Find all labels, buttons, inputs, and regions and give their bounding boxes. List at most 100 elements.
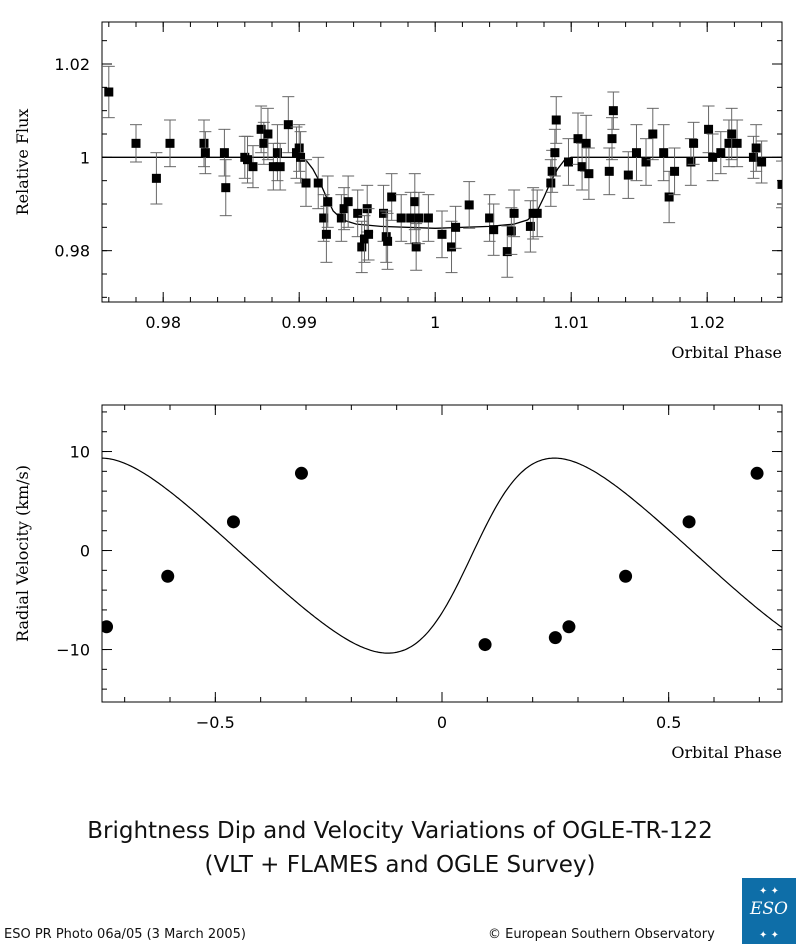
velocity-marker xyxy=(619,569,633,583)
plot-frame xyxy=(101,404,783,703)
flux-marker xyxy=(546,178,556,188)
flux-marker xyxy=(489,225,499,235)
flux-point xyxy=(261,107,274,161)
svg-text:ESO: ESO xyxy=(749,899,788,919)
flux-point xyxy=(422,194,435,242)
velocity-marker xyxy=(161,569,175,583)
flux-point xyxy=(219,159,232,217)
flux-point xyxy=(198,119,210,168)
velocity-marker xyxy=(478,638,492,652)
flux-point xyxy=(102,65,115,119)
flux-point xyxy=(657,124,670,182)
flux-point xyxy=(449,205,462,249)
flux-marker xyxy=(339,204,349,214)
flux-point xyxy=(282,96,295,154)
flux-point xyxy=(380,210,393,263)
flux-marker xyxy=(451,222,461,232)
flux-point xyxy=(508,189,521,238)
flux-point xyxy=(321,175,334,228)
flux-marker xyxy=(414,213,424,223)
flux-marker xyxy=(283,120,293,130)
flux-marker xyxy=(659,148,669,158)
flux-marker xyxy=(248,162,258,172)
y-tick-label: 0.98 xyxy=(54,242,90,261)
flux-point xyxy=(241,135,254,184)
flux-marker xyxy=(406,213,416,223)
flux-point xyxy=(562,138,575,186)
flux-marker xyxy=(343,197,353,207)
velocity-marker xyxy=(750,466,764,480)
flux-marker xyxy=(584,169,594,179)
flux-point xyxy=(725,107,738,161)
flux-marker xyxy=(437,229,447,239)
flux-marker xyxy=(165,138,175,148)
flux-marker xyxy=(532,208,542,218)
flux-marker xyxy=(275,162,285,172)
flux-point xyxy=(362,208,375,261)
flux-marker xyxy=(506,226,516,236)
flux-point xyxy=(548,128,561,177)
flux-point xyxy=(524,200,537,253)
flux-marker xyxy=(551,115,561,125)
flux-marker xyxy=(550,148,560,158)
flux-point xyxy=(531,189,544,238)
flux-point xyxy=(246,145,259,189)
x-tick-label: 0.98 xyxy=(145,313,181,332)
flux-point xyxy=(776,160,782,209)
x-axis-label: Orbital Phase xyxy=(671,343,782,362)
flux-chart: 0.98 0.99 1 1.01 1.02 0.98 1 1.02 Orbital Phase R… xyxy=(13,21,783,362)
flux-point xyxy=(312,156,325,210)
flux-marker xyxy=(410,197,420,207)
y-axis-label: Radial Velocity (km/s) xyxy=(13,465,32,642)
flux-marker xyxy=(387,192,397,202)
x-tick-label: 1.02 xyxy=(689,313,725,332)
flux-point xyxy=(630,124,643,182)
flux-marker xyxy=(336,213,346,223)
x-tick-label: 1.01 xyxy=(553,313,589,332)
flux-marker xyxy=(259,138,269,148)
x-tick-label: 1 xyxy=(430,313,440,332)
x-tick-label: 0 xyxy=(437,713,447,732)
flux-marker xyxy=(423,213,433,223)
flux-marker xyxy=(411,242,421,252)
svg-text:✦ ✦: ✦ ✦ xyxy=(759,886,779,897)
flux-marker xyxy=(604,166,614,176)
flux-marker xyxy=(631,148,641,158)
y-tick-label: 10 xyxy=(70,443,90,462)
flux-marker xyxy=(547,166,557,176)
velocity-marker xyxy=(294,466,308,480)
orbit-model-curve xyxy=(102,457,782,654)
velocity-marker xyxy=(548,631,562,645)
flux-marker xyxy=(748,152,758,162)
figure-caption-line-1: Brightness Dip and Velocity Variations o… xyxy=(87,818,713,844)
eso-logo: ESO ✦ ✦ ✦ ✦ xyxy=(742,878,796,944)
flux-marker xyxy=(296,152,306,162)
flux-marker xyxy=(757,157,767,167)
flux-marker xyxy=(381,232,391,242)
flux-marker xyxy=(256,124,266,134)
flux-point xyxy=(663,170,676,224)
svg-text:✦ ✦: ✦ ✦ xyxy=(759,930,779,941)
flux-marker xyxy=(104,87,114,97)
flux-marker xyxy=(313,178,323,188)
flux-marker xyxy=(708,152,718,162)
flux-marker xyxy=(263,129,273,139)
flux-point xyxy=(355,220,368,274)
flux-marker xyxy=(243,155,253,165)
flux-marker xyxy=(670,166,680,176)
velocity-marker xyxy=(562,620,576,634)
flux-point xyxy=(714,131,727,175)
flux-marker xyxy=(291,148,301,158)
flux-marker xyxy=(268,162,278,172)
flux-point xyxy=(199,131,212,175)
credit-copyright: © European Southern Observatory xyxy=(488,927,715,942)
flux-marker xyxy=(732,138,742,148)
flux-marker xyxy=(716,148,726,158)
y-axis-label: Relative Flux xyxy=(13,109,32,216)
y-tick-label: 0 xyxy=(80,542,90,561)
flux-point xyxy=(731,119,744,168)
flux-point xyxy=(582,147,595,200)
flux-point xyxy=(130,124,142,163)
flux-marker xyxy=(777,179,782,189)
